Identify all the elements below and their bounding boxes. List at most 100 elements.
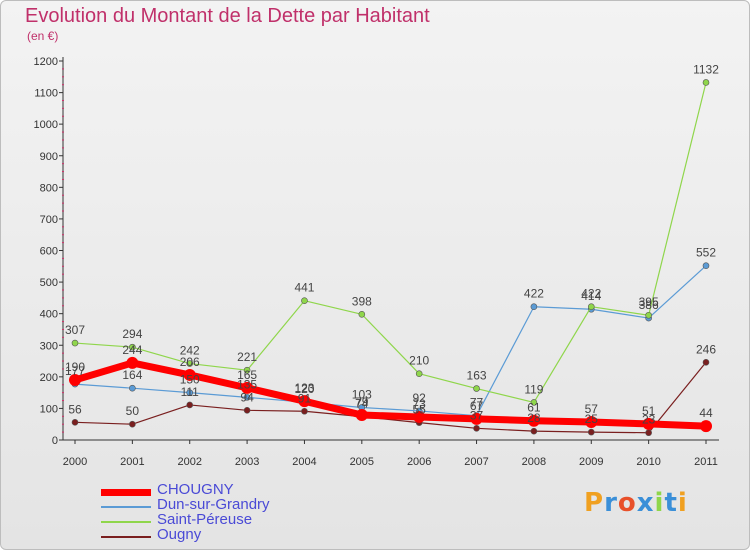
data-label: 386 bbox=[639, 298, 659, 312]
y-minor-tick bbox=[62, 257, 64, 259]
legend-swatch bbox=[101, 506, 151, 508]
data-label: 73 bbox=[413, 397, 427, 411]
data-label: 92 bbox=[413, 391, 427, 405]
y-minor-tick bbox=[62, 400, 64, 402]
y-minor-tick bbox=[62, 139, 64, 141]
y-tick-label: 1100 bbox=[34, 88, 58, 100]
y-tick-label: 100 bbox=[40, 403, 58, 415]
data-point bbox=[587, 428, 595, 436]
logo-letter: x bbox=[636, 488, 655, 518]
legend-swatch bbox=[101, 536, 151, 538]
data-point bbox=[358, 310, 366, 318]
y-minor-tick bbox=[62, 178, 64, 180]
data-label: 135 bbox=[237, 377, 257, 391]
y-minor-tick bbox=[62, 360, 64, 362]
x-tick-label: 2010 bbox=[636, 456, 660, 468]
legend-label: CHOUGNY bbox=[157, 481, 234, 498]
y-tick-label: 200 bbox=[40, 372, 58, 384]
data-point bbox=[645, 429, 652, 437]
data-point bbox=[527, 414, 540, 427]
y-minor-tick bbox=[62, 194, 64, 196]
data-label: 1132 bbox=[693, 62, 719, 76]
data-point bbox=[69, 373, 81, 386]
x-tick-label: 2009 bbox=[579, 456, 603, 468]
data-label: 50 bbox=[126, 404, 140, 418]
data-point bbox=[243, 407, 251, 414]
data-point bbox=[700, 420, 712, 433]
legend-swatch bbox=[101, 521, 151, 523]
data-point bbox=[301, 297, 308, 305]
y-minor-tick bbox=[62, 415, 64, 417]
data-label: 123 bbox=[294, 381, 314, 395]
y-minor-tick bbox=[62, 242, 64, 244]
data-label: 552 bbox=[696, 246, 716, 260]
data-label: 210 bbox=[409, 354, 429, 368]
data-label: 395 bbox=[639, 295, 659, 309]
data-point bbox=[243, 366, 251, 374]
data-label: 244 bbox=[122, 343, 142, 357]
data-label: 119 bbox=[524, 382, 543, 396]
y-tick-label: 400 bbox=[40, 309, 58, 321]
y-minor-tick bbox=[62, 171, 64, 173]
data-point bbox=[301, 407, 308, 415]
data-label: 51 bbox=[642, 404, 656, 418]
data-label: 177 bbox=[65, 364, 85, 378]
data-label: 61 bbox=[527, 401, 541, 415]
data-label: 190 bbox=[65, 360, 85, 374]
data-label: 37 bbox=[470, 408, 484, 422]
data-label: 28 bbox=[527, 411, 541, 425]
data-label: 163 bbox=[467, 369, 487, 383]
data-point bbox=[585, 415, 598, 428]
y-tick-label: 900 bbox=[40, 151, 58, 163]
data-label: 164 bbox=[122, 368, 142, 382]
y-minor-tick bbox=[62, 321, 64, 323]
data-point bbox=[530, 399, 538, 406]
data-label: 79 bbox=[355, 395, 369, 409]
y-minor-tick bbox=[62, 368, 64, 370]
data-point bbox=[473, 425, 480, 432]
y-minor-tick bbox=[62, 107, 64, 109]
logo-letter: t bbox=[664, 488, 678, 518]
data-label: 150 bbox=[180, 373, 200, 387]
y-minor-tick bbox=[62, 131, 64, 133]
y-minor-tick bbox=[62, 352, 64, 354]
series-line-1 bbox=[74, 265, 707, 417]
logo-letter: P bbox=[584, 488, 605, 518]
legend-label: Dun-sur-Grandry bbox=[157, 496, 270, 513]
legend-label: Ougny bbox=[157, 526, 202, 543]
data-point bbox=[186, 389, 194, 396]
y-minor-tick bbox=[62, 273, 64, 275]
data-label: 242 bbox=[180, 344, 200, 358]
data-point bbox=[587, 303, 595, 311]
data-label: 94 bbox=[240, 390, 254, 404]
data-label: 294 bbox=[122, 327, 142, 341]
x-tick-label: 2011 bbox=[694, 456, 718, 468]
y-tick-label: 1200 bbox=[34, 56, 58, 68]
y-minor-tick bbox=[62, 76, 64, 78]
data-point bbox=[243, 394, 251, 401]
proxiti-logo: Proxiti bbox=[584, 488, 688, 518]
x-tick-label: 2005 bbox=[350, 456, 374, 468]
data-label: 67 bbox=[470, 399, 484, 413]
data-label: 414 bbox=[581, 289, 601, 303]
y-minor-tick bbox=[62, 210, 64, 212]
data-point bbox=[355, 409, 368, 422]
data-label: 422 bbox=[581, 287, 601, 301]
data-label: 441 bbox=[294, 281, 314, 295]
legend-swatch bbox=[101, 488, 151, 496]
series-line-2 bbox=[74, 82, 707, 404]
legend-label: Saint-Péreuse bbox=[157, 511, 253, 528]
y-minor-tick bbox=[62, 68, 64, 70]
data-point bbox=[415, 370, 423, 377]
y-minor-tick bbox=[62, 423, 64, 425]
logo-letter: i bbox=[654, 488, 665, 518]
data-point bbox=[186, 401, 194, 409]
data-point bbox=[186, 360, 194, 367]
x-tick-label: 2001 bbox=[120, 456, 144, 468]
data-label: 246 bbox=[696, 342, 716, 356]
chart-unit: (en €) bbox=[27, 29, 59, 43]
y-minor-tick bbox=[62, 431, 64, 433]
y-minor-tick bbox=[62, 163, 64, 165]
data-label: 120 bbox=[294, 382, 314, 396]
